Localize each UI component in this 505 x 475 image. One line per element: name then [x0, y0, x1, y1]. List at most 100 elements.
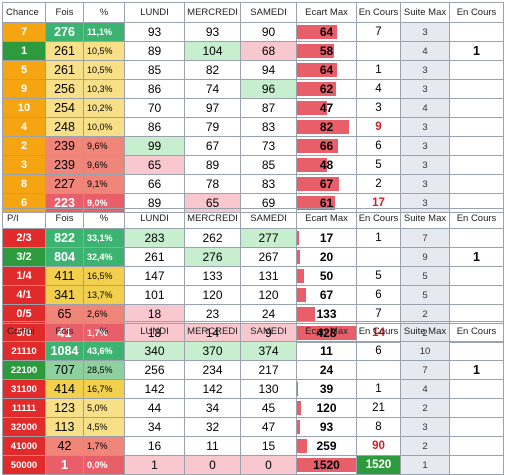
fois-cell: 261	[45, 41, 84, 61]
pct-cell: 43,6%	[83, 341, 125, 361]
en-cours-cell	[356, 247, 401, 267]
samedi-cell: 87	[240, 98, 297, 118]
lundi-cell: 147	[124, 266, 185, 286]
row-label: 3/2	[2, 247, 46, 267]
ecart-value: 47	[319, 101, 334, 115]
lundi-cell: 86	[124, 79, 185, 99]
row-label: 5	[2, 60, 46, 80]
en-cours-suite-cell	[449, 436, 504, 456]
row-label: 50000	[2, 455, 46, 475]
row-label: 4	[2, 117, 46, 137]
ecart-max-cell: 93	[296, 417, 357, 437]
en-cours-cell: 6	[356, 136, 401, 156]
ecart-bar	[297, 82, 336, 96]
en-cours-suite-cell	[449, 22, 504, 42]
ecart-value: 67	[319, 288, 334, 302]
mercredi-cell: 23	[184, 304, 241, 324]
header-pct: %	[83, 321, 125, 342]
samedi-cell: 90	[240, 22, 297, 42]
pct-cell: 11,1%	[83, 22, 125, 42]
header-fois: Fois	[45, 2, 84, 23]
ecart-bar	[297, 196, 336, 210]
ecart-max-cell: 50	[296, 266, 357, 286]
fois-cell: 341	[45, 285, 84, 305]
combi-table: Combi Fois % LUNDI MERCREDI SAMEDI Ecart…	[2, 321, 504, 475]
lundi-cell: 86	[124, 117, 185, 137]
pct-cell: 9,6%	[83, 136, 125, 156]
samedi-cell: 83	[240, 174, 297, 194]
suite-max-cell: 5	[400, 266, 450, 286]
mercredi-cell: 89	[184, 155, 241, 175]
suite-max-cell: 3	[400, 136, 450, 156]
suite-max-cell: 1	[400, 455, 450, 475]
samedi-cell: 131	[240, 266, 297, 286]
fois-cell: 1	[45, 455, 84, 475]
ecart-value: 1520	[313, 458, 340, 472]
header-lundi: LUNDI	[124, 2, 185, 23]
ecart-value: 67	[319, 177, 334, 191]
en-cours-cell	[356, 360, 401, 380]
ecart-bar	[297, 307, 316, 321]
table-row: 2/3 822 33,1% 283 262 277 17 1 7	[2, 228, 504, 248]
table-row: 2 239 9,6% 99 67 73 66 6 3	[2, 136, 504, 156]
row-label: 7	[2, 22, 46, 42]
samedi-cell: 15	[240, 436, 297, 456]
samedi-cell: 45	[240, 398, 297, 418]
pct-cell: 10,2%	[83, 98, 125, 118]
suite-max-cell: 3	[400, 79, 450, 99]
lundi-cell: 101	[124, 285, 185, 305]
suite-max-cell: 2	[400, 398, 450, 418]
row-label: 32000	[2, 417, 46, 437]
table-row: 9 256 10,3% 86 74 96 62 4 3	[2, 79, 504, 99]
pct-cell: 10,5%	[83, 60, 125, 80]
ecart-bar	[297, 25, 338, 39]
row-label: 1/4	[2, 266, 46, 286]
mercredi-cell: 262	[184, 228, 241, 248]
ecart-max-cell: 20	[296, 247, 357, 267]
en-cours-cell: 1	[356, 228, 401, 248]
pct-cell: 9,1%	[83, 174, 125, 194]
ecart-value: 39	[319, 382, 334, 396]
en-cours-suite-cell	[449, 379, 504, 399]
en-cours-suite-cell	[449, 285, 504, 305]
samedi-cell: 73	[240, 136, 297, 156]
mercredi-cell: 276	[184, 247, 241, 267]
mercredi-cell: 234	[184, 360, 241, 380]
samedi-cell: 277	[240, 228, 297, 248]
lundi-cell: 256	[124, 360, 185, 380]
samedi-cell: 130	[240, 379, 297, 399]
ecart-value: 11	[320, 344, 333, 358]
ecart-bar	[297, 158, 328, 172]
ecart-value: 64	[319, 63, 334, 77]
lundi-cell: 34	[124, 417, 185, 437]
ecart-max-cell: 11	[296, 341, 357, 361]
table-row: 31100 414 16,7% 142 142 130 39 1 4	[2, 379, 504, 399]
pct-cell: 9,6%	[83, 155, 125, 175]
en-cours-suite-cell: 1	[449, 360, 504, 380]
row-label: 11111	[2, 398, 46, 418]
ecart-max-cell: 47	[296, 98, 357, 118]
table-row: 3 239 9,6% 65 89 85 48 5 3	[2, 155, 504, 175]
header-fois: Fois	[45, 208, 84, 229]
mercredi-cell: 120	[184, 285, 241, 305]
samedi-cell: 83	[240, 117, 297, 137]
en-cours-cell: 7	[356, 22, 401, 42]
samedi-cell: 68	[240, 41, 297, 61]
en-cours-cell: 1	[356, 379, 401, 399]
header-ecart-max: Ecart Max	[296, 321, 357, 342]
fois-cell: 414	[45, 379, 84, 399]
en-cours-suite-cell: 1	[449, 41, 504, 61]
table-row: 1/4 411 16,5% 147 133 131 50 5 5	[2, 266, 504, 286]
ecart-bar	[297, 288, 307, 302]
row-label: 31100	[2, 379, 46, 399]
mercredi-cell: 78	[184, 174, 241, 194]
ecart-value: 20	[319, 250, 334, 264]
suite-max-cell: 4	[400, 379, 450, 399]
row-label: 4/1	[2, 285, 46, 305]
header-label: P/I	[2, 208, 46, 229]
suite-max-cell: 2	[400, 304, 450, 324]
samedi-cell: 217	[240, 360, 297, 380]
header-pct: %	[83, 2, 125, 23]
row-label: 1	[2, 41, 46, 61]
lundi-cell: 16	[124, 436, 185, 456]
